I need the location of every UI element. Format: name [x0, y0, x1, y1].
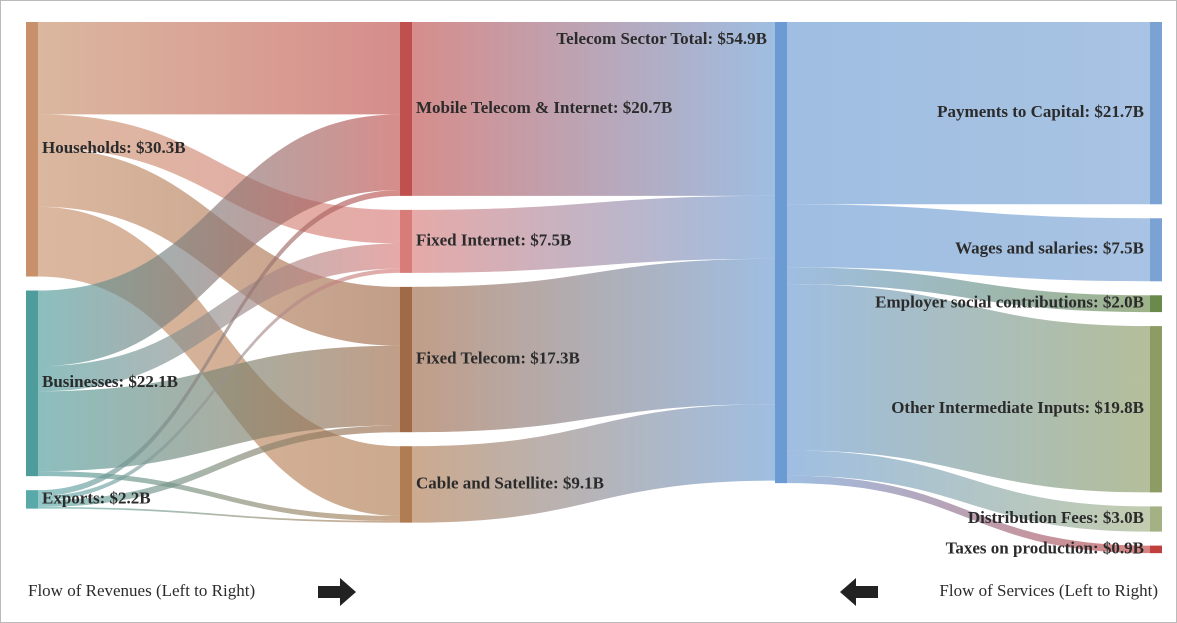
node [26, 490, 38, 509]
nodes: Households: $30.3B Businesses: $22.1B Expo… [26, 22, 1162, 557]
node [400, 446, 412, 523]
node-label: Mobile Telecom & Internet: $20.7B [416, 98, 672, 117]
node-label: Households: $30.3B [42, 138, 186, 157]
arrow-left [840, 578, 878, 606]
link [38, 22, 400, 115]
link [787, 22, 1150, 205]
node-label: Employer social contributions: $2.0B [875, 293, 1144, 312]
node-label: Businesses: $22.1B [42, 372, 178, 391]
links [38, 22, 1150, 554]
node [26, 290, 38, 477]
node-label: Fixed Internet: $7.5B [416, 230, 571, 249]
node-label: Other Intermediate Inputs: $19.8B [891, 398, 1144, 417]
node [1150, 295, 1162, 313]
link [38, 190, 400, 497]
link [38, 471, 400, 521]
node-label: Distribution Fees: $3.0B [968, 508, 1144, 527]
annotation: Flow of Services (Left to Right) [939, 581, 1158, 600]
link [38, 506, 400, 523]
link [412, 22, 775, 196]
node-label: Fixed Telecom: $17.3B [416, 348, 580, 367]
node [400, 209, 412, 273]
node-label: Wages and salaries: $7.5B [955, 239, 1144, 258]
arrow-right [318, 578, 356, 606]
link [38, 243, 400, 392]
link [787, 284, 1150, 493]
link [412, 404, 775, 523]
link [38, 268, 400, 501]
node-label: Taxes on production: $0.9B [946, 538, 1144, 557]
node-label: Payments to Capital: $21.7B [937, 102, 1144, 121]
link [787, 267, 1150, 313]
node-label: Cable and Satellite: $9.1B [416, 473, 604, 492]
node [1150, 218, 1162, 282]
node [1150, 22, 1162, 205]
node [400, 286, 412, 433]
node-label: Telecom Sector Total: $54.9B [556, 29, 767, 48]
link [787, 475, 1150, 554]
link [38, 425, 400, 507]
node [1150, 506, 1162, 532]
link [412, 258, 775, 433]
annotation: Flow of Revenues (Left to Right) [28, 581, 255, 600]
link [787, 450, 1150, 532]
link [412, 195, 775, 273]
link [38, 114, 400, 367]
link [38, 114, 400, 244]
node-label: Exports: $2.2B [42, 488, 151, 507]
node [400, 22, 412, 196]
node [1150, 545, 1162, 554]
link [38, 345, 400, 472]
node [26, 22, 38, 277]
link [787, 204, 1150, 282]
node [1150, 326, 1162, 493]
node [775, 22, 787, 484]
